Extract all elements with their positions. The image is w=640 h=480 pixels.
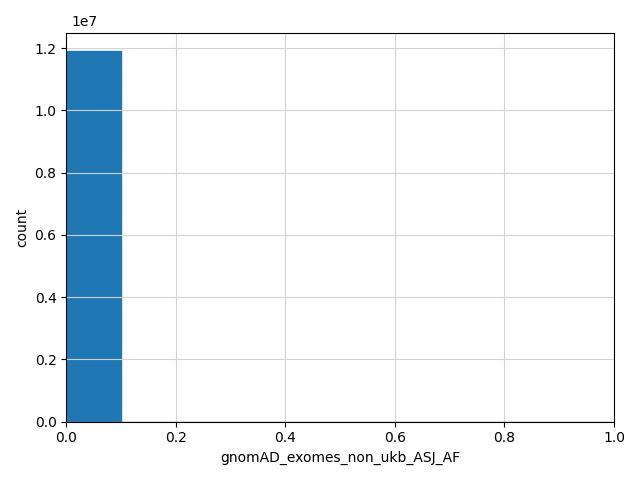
X-axis label: gnomAD_exomes_non_ukb_ASJ_AF: gnomAD_exomes_non_ukb_ASJ_AF (220, 451, 460, 465)
Text: 1e7: 1e7 (72, 15, 98, 29)
Bar (67, 51, 121, 421)
Y-axis label: count: count (15, 207, 29, 247)
